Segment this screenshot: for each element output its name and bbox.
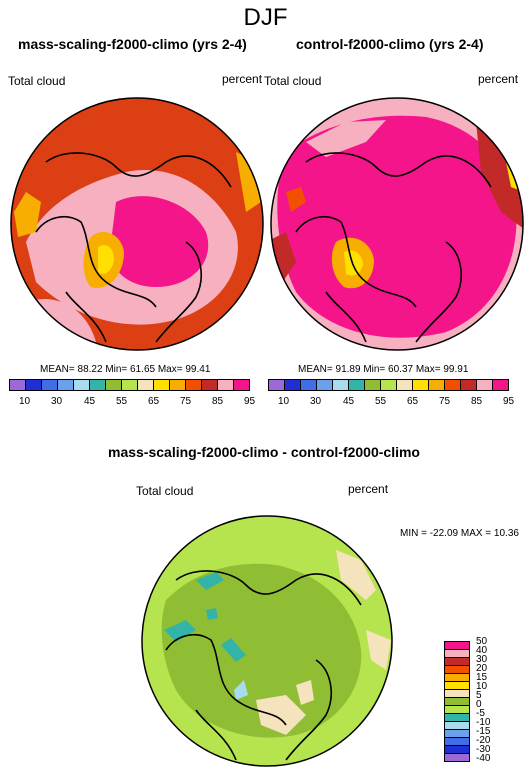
left-colorbar-label: 75 xyxy=(180,396,192,407)
right-colorbar-swatch xyxy=(428,379,445,391)
diff-colorbar-label: -40 xyxy=(476,753,491,764)
diff-colorbar-label: 30 xyxy=(476,654,488,665)
left-colorbar-swatch xyxy=(153,379,170,391)
diff-colorbar-label: 15 xyxy=(476,672,488,683)
left-colorbar-swatch xyxy=(137,379,154,391)
right-colorbar-swatch xyxy=(412,379,429,391)
right-variable-label: Total cloud xyxy=(264,74,322,88)
right-colorbar-label: 75 xyxy=(439,396,451,407)
left-colorbar-swatch xyxy=(9,379,26,391)
left-colorbar-swatch xyxy=(89,379,106,391)
right-colorbar-swatch xyxy=(268,379,285,391)
right-colorbar-swatch xyxy=(396,379,413,391)
right-colorbar-label: 85 xyxy=(471,396,483,407)
right-colorbar-swatch xyxy=(460,379,477,391)
right-colorbar-swatch xyxy=(348,379,365,391)
left-panel-title: mass-scaling-f2000-climo (yrs 2-4) xyxy=(18,36,247,52)
left-colorbar-swatch xyxy=(25,379,42,391)
diff-colorbar-label: -10 xyxy=(476,717,491,728)
left-colorbar-label: 95 xyxy=(244,396,256,407)
right-panel-title: control-f2000-climo (yrs 2-4) xyxy=(296,36,484,52)
right-colorbar-swatch xyxy=(444,379,461,391)
diff-colorbar-label: 20 xyxy=(476,663,488,674)
figure-title: DJF xyxy=(243,4,288,31)
right-colorbar-label: 55 xyxy=(375,396,387,407)
left-colorbar-swatch xyxy=(169,379,186,391)
left-colorbar xyxy=(9,379,250,391)
right-colorbar-swatch xyxy=(316,379,333,391)
diff-colorbar-label: 10 xyxy=(476,681,488,692)
diff-minmax-label: MIN = -22.09 MAX = 10.36 xyxy=(400,528,519,539)
right-polar-map xyxy=(270,97,524,351)
diff-colorbar-fill xyxy=(444,641,470,762)
left-variable-label: Total cloud xyxy=(8,74,66,88)
left-colorbar-swatch xyxy=(41,379,58,391)
diff-colorbar-label: 0 xyxy=(476,699,482,710)
left-colorbar-swatch xyxy=(217,379,234,391)
diff-colorbar-label: 5 xyxy=(476,690,482,701)
right-colorbar-swatch xyxy=(284,379,301,391)
diff-colorbar-label: -30 xyxy=(476,744,491,755)
diff-polar-map xyxy=(141,515,393,767)
left-colorbar-swatch xyxy=(201,379,218,391)
right-colorbar-swatch xyxy=(380,379,397,391)
right-colorbar-swatch xyxy=(332,379,349,391)
right-colorbar-swatch xyxy=(364,379,381,391)
diff-colorbar-label: 50 xyxy=(476,636,488,647)
right-colorbar xyxy=(268,379,509,391)
right-colorbar-label: 10 xyxy=(278,396,290,407)
left-colorbar-swatch xyxy=(185,379,202,391)
left-colorbar-swatch xyxy=(121,379,138,391)
right-colorbar-label: 45 xyxy=(343,396,355,407)
left-colorbar-label: 30 xyxy=(51,396,63,407)
left-units-label: percent xyxy=(222,72,263,86)
diff-units-label: percent xyxy=(348,482,389,496)
right-colorbar-label: 65 xyxy=(407,396,419,407)
left-colorbar-label: 85 xyxy=(212,396,224,407)
left-colorbar-swatch xyxy=(233,379,250,391)
right-units-label: percent xyxy=(478,72,519,86)
diff-colorbar-label: -20 xyxy=(476,735,491,746)
right-stats-label: MEAN= 91.89 Min= 60.37 Max= 99.91 xyxy=(298,364,469,375)
diff-variable-label: Total cloud xyxy=(136,484,194,498)
right-colorbar-label: 95 xyxy=(503,396,515,407)
diff-colorbar-label: -15 xyxy=(476,726,491,737)
left-colorbar-swatch xyxy=(57,379,74,391)
left-colorbar-label: 45 xyxy=(84,396,96,407)
left-colorbar-label: 65 xyxy=(148,396,160,407)
right-colorbar-swatch xyxy=(492,379,509,391)
left-colorbar-swatch xyxy=(105,379,122,391)
left-colorbar-label: 10 xyxy=(19,396,31,407)
right-colorbar-label: 30 xyxy=(310,396,322,407)
right-colorbar-swatch xyxy=(300,379,317,391)
diff-panel-title: mass-scaling-f2000-climo - control-f2000… xyxy=(108,444,420,460)
left-polar-map xyxy=(10,97,264,351)
diff-colorbar-label: 40 xyxy=(476,645,488,656)
left-colorbar-swatch xyxy=(73,379,90,391)
diff-colorbar-label: -5 xyxy=(476,708,485,719)
left-colorbar-label: 55 xyxy=(116,396,128,407)
left-stats-label: MEAN= 88.22 Min= 61.65 Max= 99.41 xyxy=(40,364,211,375)
right-colorbar-swatch xyxy=(476,379,493,391)
diff-colorbar-swatch xyxy=(444,753,470,762)
